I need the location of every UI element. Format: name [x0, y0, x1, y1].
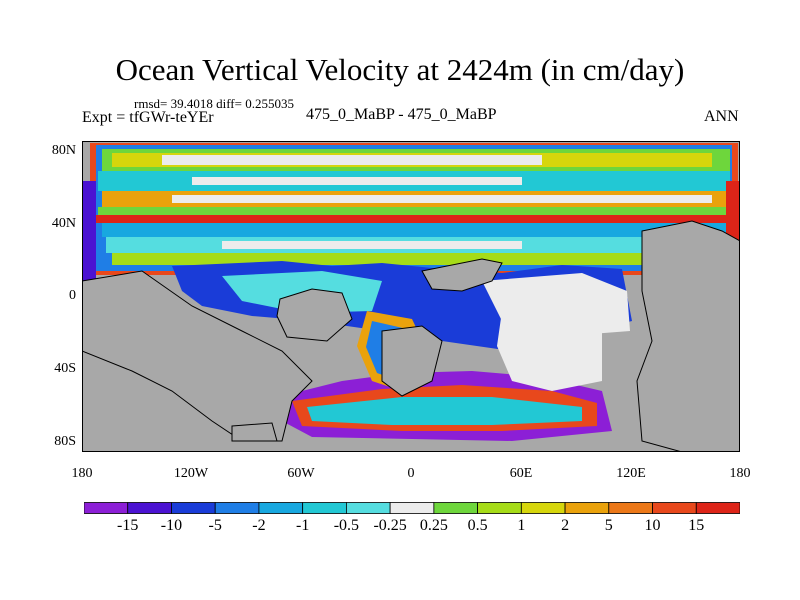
colorbar-label: 0.25 — [419, 517, 448, 534]
colorbar-box — [258, 502, 304, 514]
continents — [82, 220, 740, 452]
x-tick-label: 120W — [173, 466, 209, 481]
colorbar-box — [389, 502, 435, 514]
y-tick-label: 40N — [51, 216, 76, 231]
x-tick-label: 60W — [287, 466, 315, 481]
colorbar-label: -1 — [295, 517, 310, 534]
colorbar-label: 0.5 — [467, 517, 488, 534]
colorbar-label: 10 — [644, 517, 661, 534]
x-tick-label: 180 — [729, 466, 751, 481]
colorbar-label: -10 — [160, 517, 183, 534]
colorbar — [84, 502, 740, 514]
colorbar-label: 1 — [517, 517, 526, 534]
stats-label: rmsd= 39.4018 diff= 0.255035 — [134, 96, 294, 111]
map-svg — [82, 141, 740, 452]
x-tick-label: 180 — [71, 466, 93, 481]
y-tick-label: 80S — [54, 434, 76, 449]
ocean-field — [82, 143, 740, 441]
experiment-label: Expt = tfGWr-teYEr — [82, 109, 214, 126]
colorbar-box — [127, 502, 172, 514]
colorbar-label: -15 — [117, 517, 139, 534]
colorbar-box — [608, 502, 653, 514]
colorbar-box — [652, 502, 697, 514]
map-title: Ocean Vertical Velocity at 2424m (in cm/… — [115, 52, 685, 87]
x-tick-label: 0 — [407, 466, 415, 481]
colorbar-label: -5 — [208, 517, 222, 534]
comparison-label: 475_0_MaBP - 475_0_MaBP — [306, 106, 497, 123]
colorbar-box — [302, 502, 347, 514]
x-tick-label: 120E — [616, 466, 646, 481]
colorbar-label: -2 — [252, 517, 266, 534]
colorbar-box — [564, 502, 610, 514]
colorbar-box — [433, 502, 478, 514]
y-tick-label: 0 — [69, 288, 76, 303]
colorbar-label: -0.25 — [373, 517, 407, 534]
colorbar-label: 2 — [561, 517, 570, 534]
colorbar-label: 15 — [688, 517, 705, 534]
y-tick-label: 40S — [54, 361, 76, 376]
colorbar-box — [84, 502, 129, 514]
colorbar-box — [477, 502, 522, 514]
colorbar-box — [520, 502, 566, 514]
colorbar-label: -0.5 — [333, 517, 360, 534]
season-label: ANN — [704, 108, 739, 125]
colorbar-box — [171, 502, 216, 514]
map-panel — [82, 141, 740, 452]
y-tick-label: 80N — [51, 143, 76, 158]
colorbar-box — [695, 502, 740, 514]
colorbar-box — [345, 502, 391, 514]
colorbar-label: 5 — [604, 517, 613, 534]
colorbar-box — [214, 502, 260, 514]
x-tick-label: 60E — [509, 466, 533, 481]
